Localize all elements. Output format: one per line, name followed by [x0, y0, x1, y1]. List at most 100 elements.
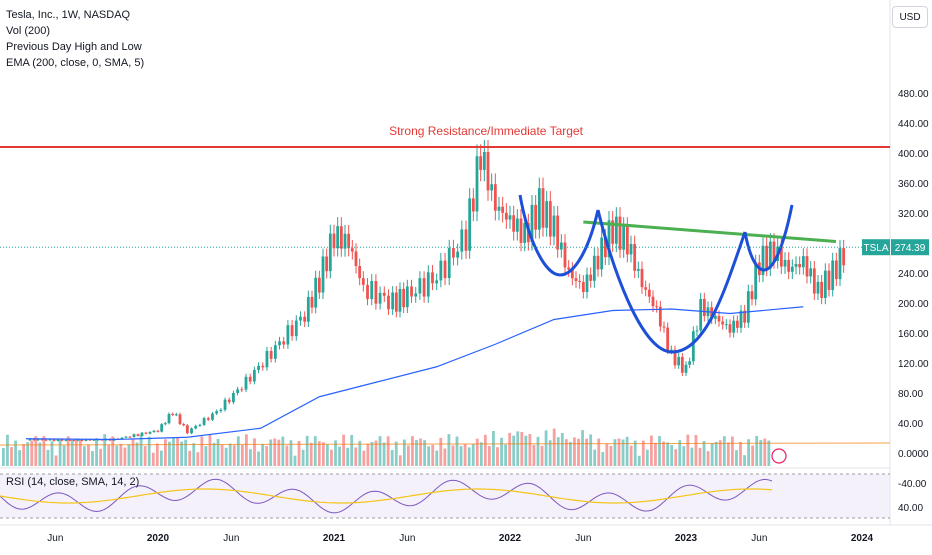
- x-tick-label: 2022: [499, 533, 522, 544]
- symbol-tag: [862, 239, 890, 256]
- candle-body: [794, 263, 798, 267]
- volume-bar: [208, 434, 212, 466]
- volume-bar: [212, 442, 216, 466]
- candle-body: [479, 156, 483, 170]
- candle-body: [314, 277, 318, 308]
- candle-body: [144, 432, 148, 434]
- candle-body: [140, 432, 144, 436]
- volume-bar: [236, 436, 240, 466]
- volume-bar: [398, 455, 402, 466]
- volume-bar: [710, 443, 714, 466]
- volume-bar: [532, 444, 536, 466]
- candle-body: [80, 439, 84, 441]
- volume-bar: [350, 434, 354, 466]
- candle-body: [772, 241, 776, 261]
- volume-bar: [706, 451, 710, 466]
- candle-body: [443, 260, 447, 279]
- volume-bar: [107, 445, 111, 466]
- currency-button[interactable]: USD: [892, 6, 928, 28]
- candle-body: [236, 389, 240, 394]
- candle-body: [640, 268, 644, 288]
- candle-body: [600, 237, 604, 270]
- volume-bar: [66, 436, 70, 466]
- volume-bar: [240, 444, 244, 466]
- right-shoulder-curve: [743, 204, 794, 272]
- volume-bar: [447, 434, 451, 466]
- candle-body: [633, 244, 637, 271]
- volume-bar: [431, 444, 435, 466]
- volume-bar: [192, 443, 196, 466]
- volume-bar: [370, 442, 374, 466]
- candle-body: [512, 215, 516, 232]
- candle-body: [779, 246, 783, 267]
- volume-bar: [581, 430, 584, 466]
- volume-bar: [427, 446, 431, 466]
- candle-body: [163, 423, 167, 425]
- volume-bar: [617, 438, 621, 466]
- candle-body: [644, 287, 648, 290]
- candle-body: [688, 361, 692, 365]
- candle-body: [92, 439, 96, 441]
- volume-bar: [313, 436, 317, 466]
- volume-bar: [633, 440, 637, 466]
- candle-body: [607, 220, 611, 258]
- candle-body: [350, 248, 354, 252]
- candle-body: [567, 267, 571, 270]
- candle-body: [290, 325, 294, 337]
- volume-bar: [479, 442, 483, 466]
- volume-bar: [739, 441, 742, 466]
- candle-body: [519, 218, 523, 243]
- candle-body: [398, 288, 402, 312]
- volume-bar: [589, 434, 593, 466]
- candle-body: [581, 281, 585, 293]
- candle-body: [548, 201, 552, 237]
- symbol-label: TSLA: [863, 243, 888, 254]
- candle-body: [589, 274, 593, 281]
- candle-body: [190, 428, 193, 434]
- candle-body: [537, 188, 541, 230]
- volume-bar: [228, 443, 232, 466]
- volume-bar: [200, 436, 204, 466]
- volume-bar: [650, 435, 653, 466]
- candle-body: [486, 151, 490, 191]
- candle-body: [370, 281, 374, 300]
- volume-bar: [674, 449, 678, 466]
- candle-body: [691, 331, 695, 362]
- candle-body: [174, 414, 178, 416]
- chart-legend: Tesla, Inc., 1W, NASDAQ Vol (200) Previo…: [6, 7, 144, 71]
- candle-body: [160, 424, 164, 432]
- volume-bar: [714, 441, 718, 466]
- candle-body: [354, 251, 358, 267]
- candle-body: [402, 288, 406, 308]
- candle-body: [171, 413, 175, 415]
- volume-bar: [232, 445, 236, 466]
- candle-body: [530, 204, 534, 243]
- candle-body: [273, 345, 277, 359]
- y-tick-label: -40.00: [898, 479, 927, 490]
- pattern-curves: [518, 194, 794, 354]
- candle-body: [100, 439, 104, 441]
- candle-body: [754, 262, 758, 300]
- candle-body: [739, 310, 743, 328]
- candle-body: [501, 206, 505, 213]
- candle-body: [64, 439, 68, 441]
- volume-bar: [10, 447, 13, 466]
- volume-bar: [334, 440, 337, 466]
- candle-body: [456, 251, 460, 258]
- x-tick-label: Jun: [751, 533, 767, 544]
- candle-body: [232, 393, 235, 403]
- candle-body: [596, 255, 600, 270]
- volume-bar: [471, 443, 475, 466]
- volume-bar: [143, 446, 147, 466]
- volume-bar: [670, 444, 674, 466]
- volume-bar: [305, 435, 309, 466]
- volume-bar: [269, 439, 273, 466]
- volume-bar: [500, 437, 503, 466]
- volume-bar: [423, 440, 426, 466]
- candle-body: [508, 215, 512, 220]
- volume-bar: [164, 439, 167, 466]
- volume-bar: [50, 441, 54, 466]
- volume-bar: [763, 438, 767, 466]
